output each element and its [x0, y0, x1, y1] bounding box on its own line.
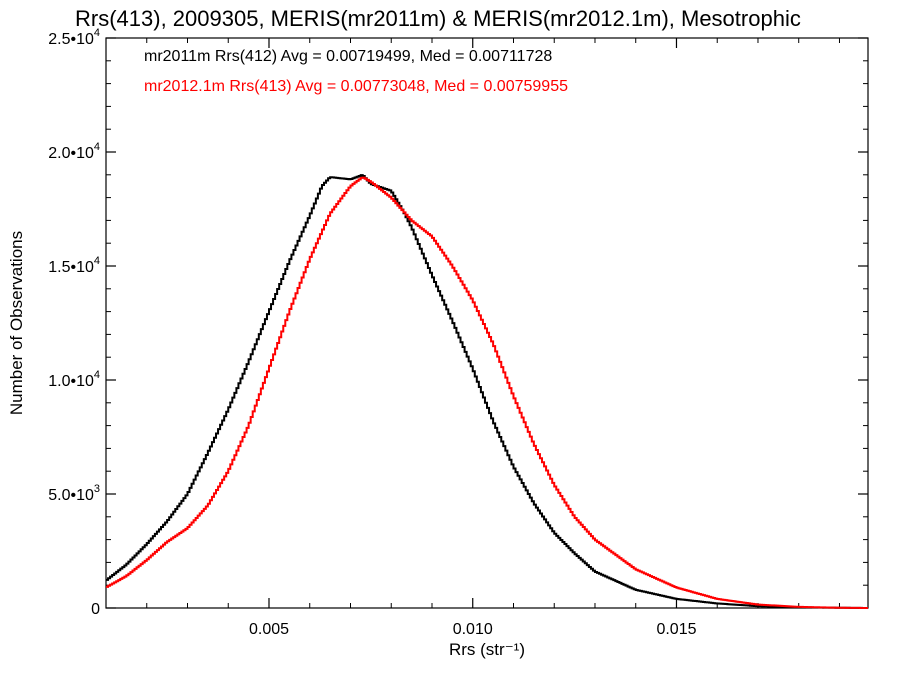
- series-line-0: [106, 174, 868, 609]
- series-layer: [106, 174, 868, 609]
- chart-title: Rrs(413), 2009305, MERIS(mr2011m) & MERI…: [75, 6, 801, 31]
- y-tick-label: 2.0•104: [48, 141, 100, 162]
- y-axis-label: Number of Observations: [7, 231, 26, 415]
- y-tick-exponent: 4: [94, 27, 100, 39]
- y-tick-label: 5.0•103: [48, 483, 100, 504]
- y-tick-label: 2.5•104: [48, 27, 100, 48]
- y-tick-exponent: 3: [94, 483, 100, 495]
- legend: mr2011m Rrs(412) Avg = 0.00719499, Med =…: [144, 48, 568, 95]
- x-axis-label: Rrs (str⁻¹): [449, 640, 525, 659]
- y-tick-label: 0: [91, 601, 100, 618]
- plot-frame: [105, 37, 869, 609]
- y-axis: 0 5.0•103 1.0•104 1.5•104 2.0•104 2.5•104: [48, 27, 868, 618]
- x-tick-label: 0.015: [656, 621, 696, 638]
- series-line-1: [106, 176, 868, 609]
- y-tick-label: 1.0•104: [48, 369, 100, 390]
- y-tick-label: 1.5•104: [48, 255, 100, 276]
- legend-entry-mr2012-1m: mr2012.1m Rrs(413) Avg = 0.00773048, Med…: [144, 78, 568, 95]
- y-tick-exponent: 4: [94, 369, 100, 381]
- x-tick-label: 0.010: [453, 621, 493, 638]
- legend-entry-mr2011m: mr2011m Rrs(412) Avg = 0.00719499, Med =…: [144, 48, 552, 65]
- y-tick-exponent: 4: [94, 255, 100, 267]
- y-tick-exponent: 4: [94, 141, 100, 153]
- x-tick-label: 0.005: [249, 621, 289, 638]
- x-axis: 0.005 0.010 0.015: [146, 38, 840, 638]
